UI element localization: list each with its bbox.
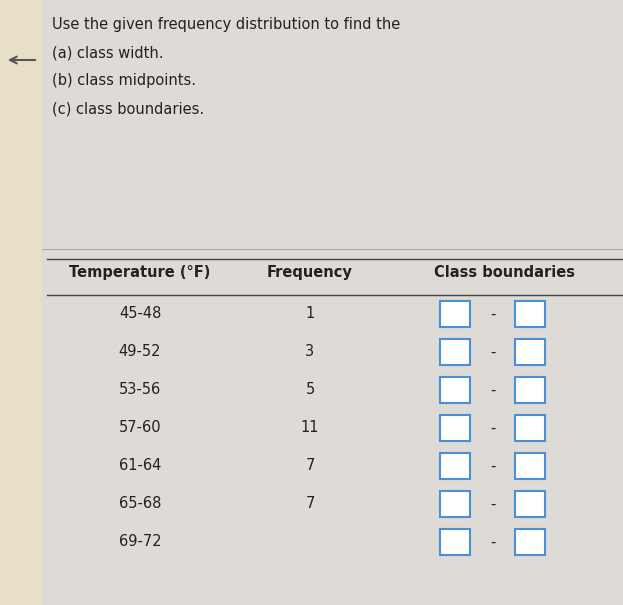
Bar (515, 529, 545, 555)
Text: Temperature (°F): Temperature (°F) (69, 265, 211, 280)
Text: 7: 7 (305, 459, 315, 474)
Text: (a) class width.: (a) class width. (52, 45, 163, 60)
Text: 45-48: 45-48 (119, 307, 161, 321)
Text: 49-52: 49-52 (119, 344, 161, 359)
Bar (440, 453, 470, 479)
Text: 57-60: 57-60 (119, 420, 161, 436)
Text: Frequency: Frequency (267, 265, 353, 280)
Text: 7: 7 (305, 497, 315, 511)
Bar (440, 529, 470, 555)
Bar (515, 377, 545, 403)
Text: 53-56: 53-56 (119, 382, 161, 397)
Bar (440, 339, 470, 365)
Bar (440, 415, 470, 441)
Bar (515, 491, 545, 517)
Text: 65-68: 65-68 (119, 497, 161, 511)
Text: 61-64: 61-64 (119, 459, 161, 474)
Text: -: - (490, 420, 495, 436)
Text: -: - (490, 459, 495, 474)
Bar (515, 415, 545, 441)
Bar (515, 301, 545, 327)
Bar (0, 0, 42, 605)
Text: Use the given frequency distribution to find the: Use the given frequency distribution to … (52, 17, 400, 32)
Bar (440, 301, 470, 327)
Text: 69-72: 69-72 (119, 534, 161, 549)
Text: 3: 3 (305, 344, 315, 359)
Text: 1: 1 (305, 307, 315, 321)
Text: (b) class midpoints.: (b) class midpoints. (52, 73, 196, 88)
Text: -: - (490, 382, 495, 397)
Text: -: - (490, 534, 495, 549)
Text: Class boundaries: Class boundaries (434, 265, 576, 280)
Bar (515, 339, 545, 365)
Bar (440, 491, 470, 517)
Text: 11: 11 (301, 420, 319, 436)
Text: -: - (490, 344, 495, 359)
Text: (c) class boundaries.: (c) class boundaries. (52, 101, 204, 116)
Text: -: - (490, 497, 495, 511)
Text: -: - (490, 307, 495, 321)
Text: 5: 5 (305, 382, 315, 397)
Bar (440, 377, 470, 403)
Bar (515, 453, 545, 479)
